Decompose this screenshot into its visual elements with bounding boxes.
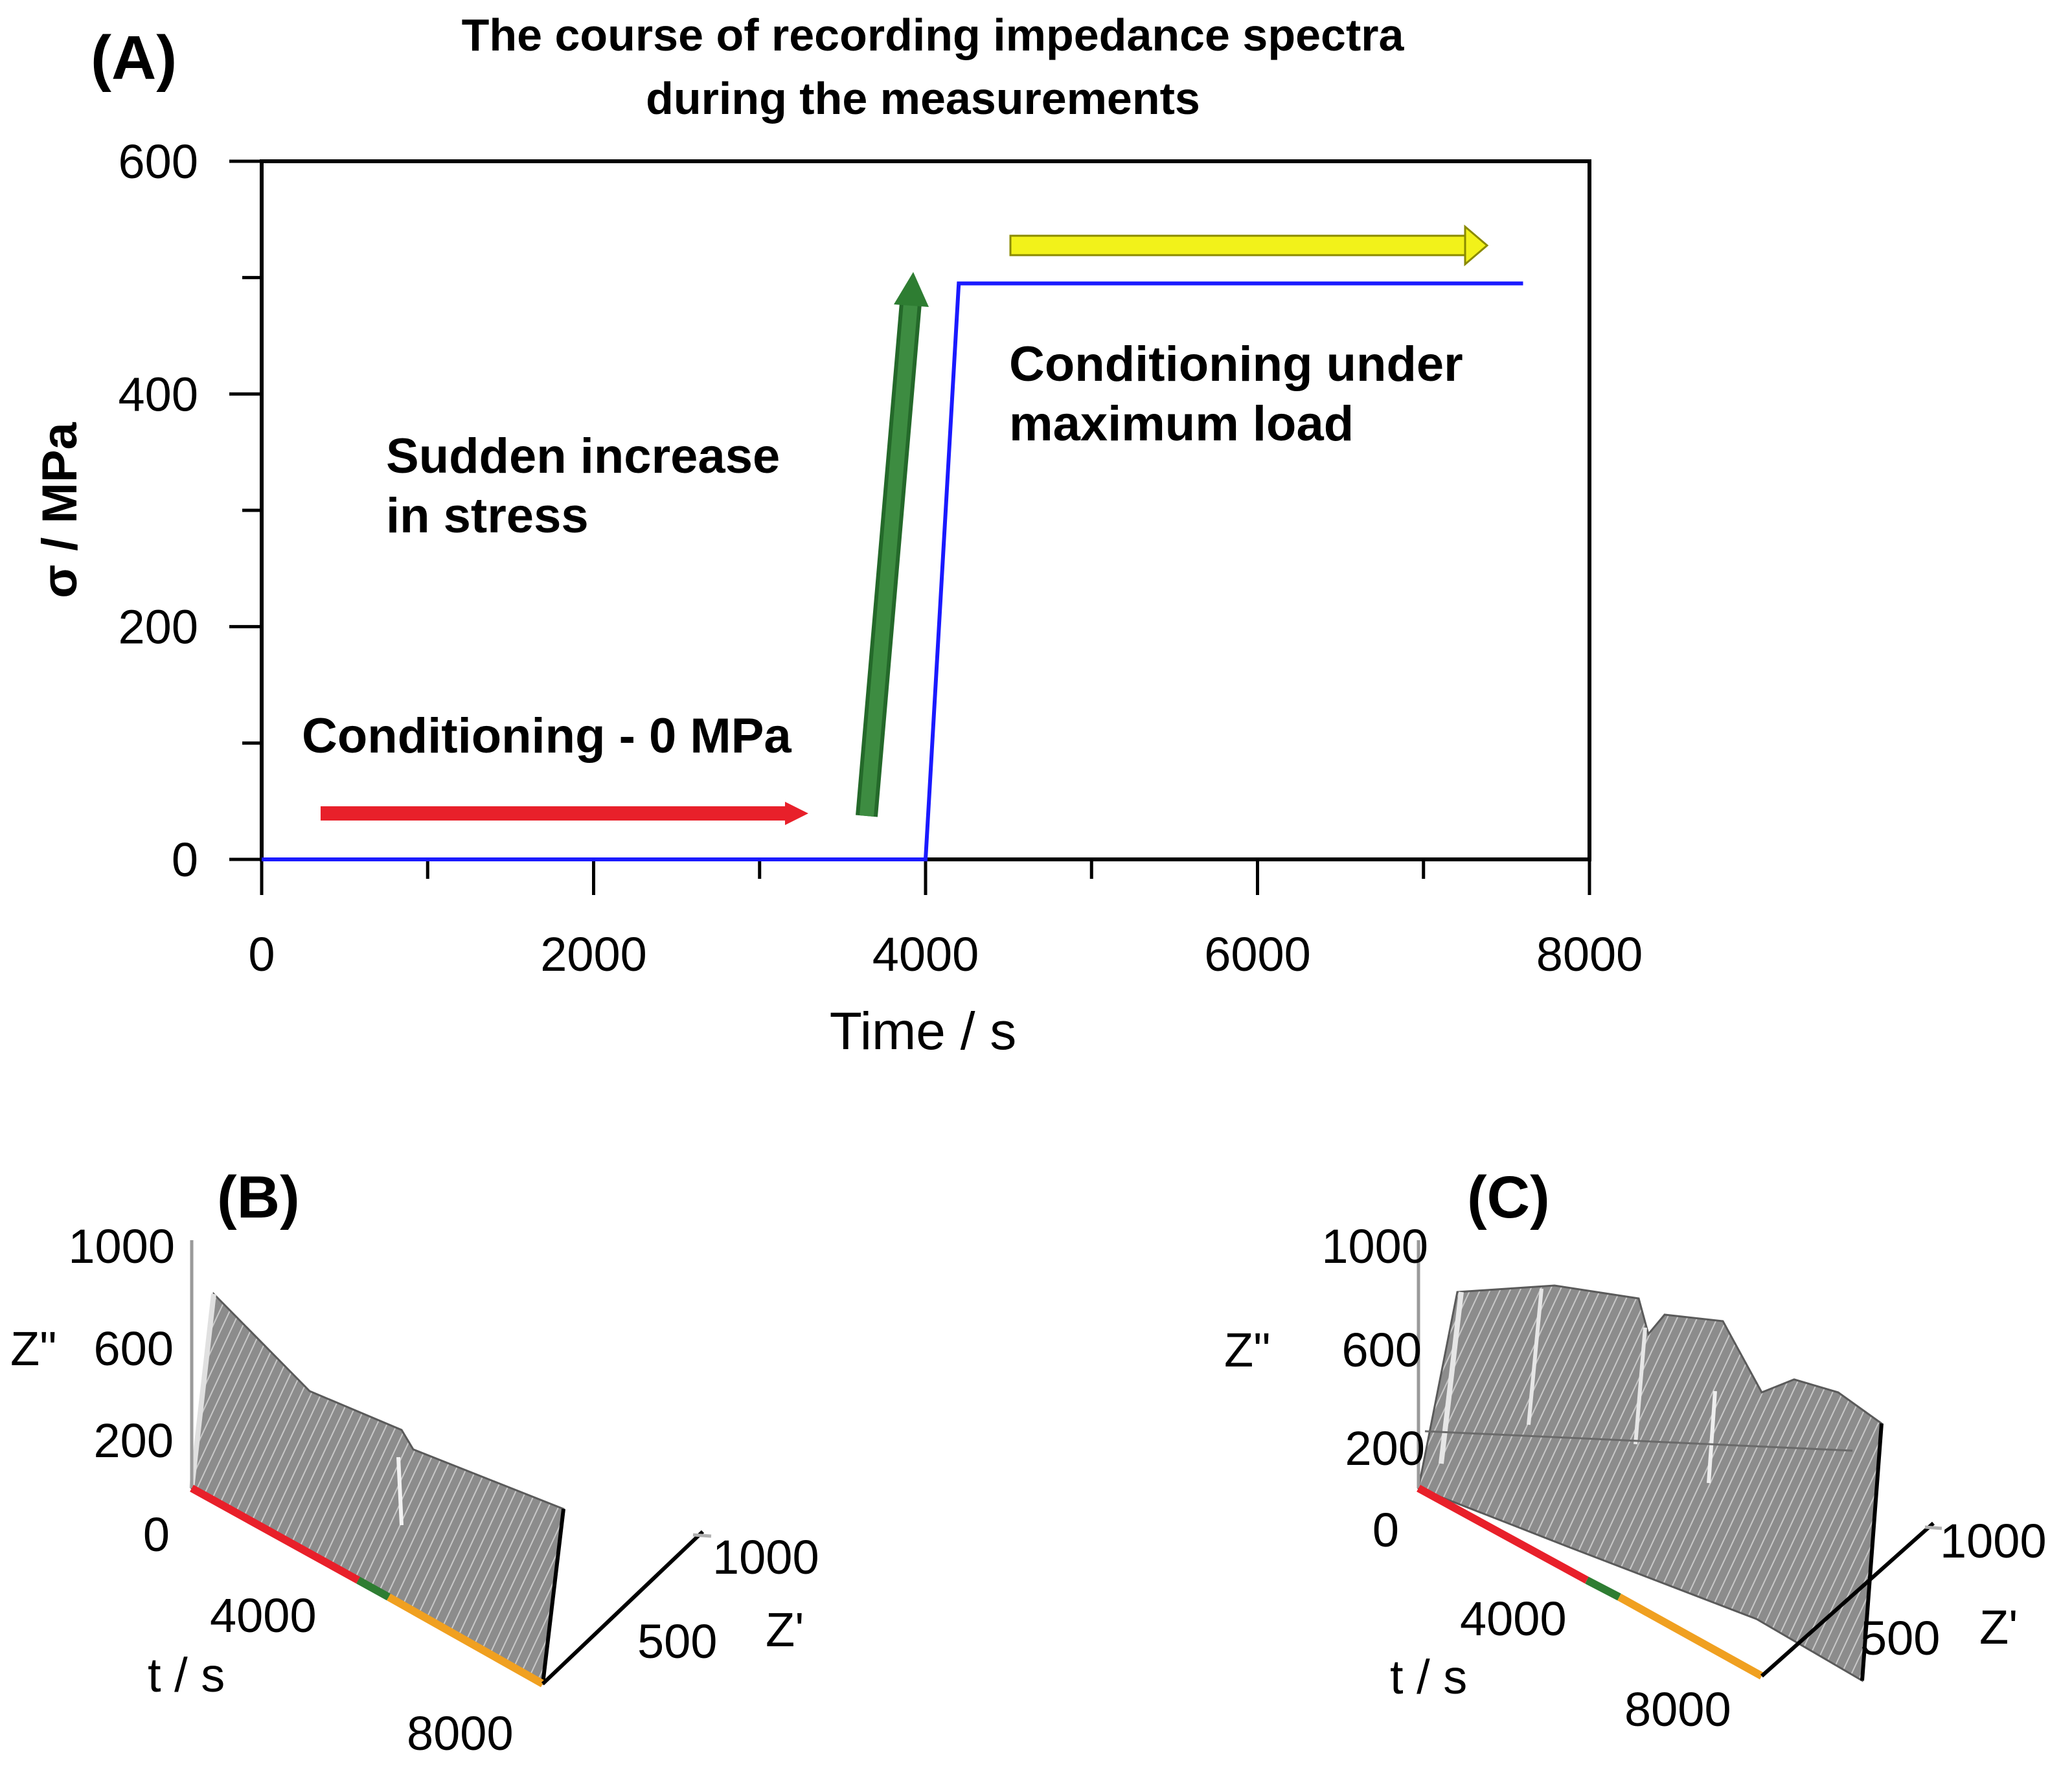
annotation-conditioning-zero: Conditioning - 0 MPa bbox=[302, 708, 791, 764]
panel-c-zprime-axis-label: Z' bbox=[1979, 1600, 2018, 1654]
panel-b-t-axis-maxload bbox=[387, 1593, 545, 1688]
panel-c-zprime-axis bbox=[1760, 1521, 1935, 1678]
y-tick-label-400: 400 bbox=[119, 367, 198, 421]
panel-b-t-axis-sudden bbox=[356, 1576, 391, 1601]
annotation-max-line2: maximum load bbox=[1009, 396, 1354, 451]
y-tick-label-0: 0 bbox=[172, 833, 198, 887]
x-tick-label-8000: 8000 bbox=[1536, 927, 1643, 981]
panel-c-label: (C) bbox=[1467, 1164, 1550, 1230]
arrow-sudden-increase bbox=[856, 272, 929, 817]
x-tick-label-2000: 2000 bbox=[540, 927, 647, 981]
panel-a: (A) The course of recording impedance sp… bbox=[32, 10, 1643, 1061]
panel-c-t-tick-4000: 4000 bbox=[1460, 1592, 1567, 1646]
panel-c-zprime-tick-500: 500 bbox=[1860, 1611, 1940, 1665]
panel-a-label: (A) bbox=[91, 23, 177, 93]
x-tick-label-0: 0 bbox=[248, 927, 275, 981]
panel-b-label: (B) bbox=[217, 1164, 300, 1230]
panel-c-surface-plot bbox=[1417, 1240, 1942, 1683]
annotation-sudden-line1: Sudden increase bbox=[386, 429, 780, 484]
panel-b-zprime-axis bbox=[541, 1530, 705, 1686]
panel-c-z-axis-label: Z" bbox=[1224, 1323, 1270, 1377]
panel-c-z-tick-600: 600 bbox=[1342, 1323, 1422, 1377]
panel-b-z-tick-0: 0 bbox=[143, 1508, 170, 1561]
panel-b: (B) 1000 Z" 600 200 0 4000 t / s 8000 10… bbox=[10, 1164, 819, 1760]
panel-c: (C) 1000 Z" 600 200 0 4000 t / s 8000 10… bbox=[1224, 1164, 2047, 1736]
chart-title-line2: during the measurements bbox=[646, 73, 1200, 124]
panel-b-zprime-axis-label: Z' bbox=[766, 1603, 804, 1657]
panel-c-z-tick-0: 0 bbox=[1372, 1503, 1399, 1557]
panel-c-t-axis-sudden bbox=[1585, 1576, 1621, 1601]
panel-b-zprime-tick-500: 500 bbox=[637, 1615, 717, 1668]
arrow-conditioning-zero bbox=[321, 802, 808, 825]
arrow-maximum-load bbox=[1009, 224, 1489, 267]
panel-b-z-tick-600: 600 bbox=[94, 1322, 174, 1376]
panel-c-z-tick-1000: 1000 bbox=[1321, 1219, 1428, 1273]
panel-b-t-axis-label: t / s bbox=[148, 1648, 225, 1702]
stress-series-line bbox=[262, 281, 1523, 861]
y-tick-label-600: 600 bbox=[119, 135, 198, 188]
y-axis-label: σ / MPa bbox=[32, 422, 87, 598]
x-tick-label-4000: 4000 bbox=[872, 927, 979, 981]
panel-c-t-axis-conditioning bbox=[1417, 1484, 1589, 1584]
panel-b-t-tick-4000: 4000 bbox=[210, 1589, 317, 1642]
panel-b-t-tick-8000: 8000 bbox=[407, 1706, 514, 1760]
panel-b-z-tick-1000: 1000 bbox=[68, 1219, 175, 1273]
panel-b-z-tick-200: 200 bbox=[94, 1414, 174, 1468]
panel-c-t-tick-8000: 8000 bbox=[1624, 1683, 1731, 1736]
annotation-sudden-line2: in stress bbox=[386, 488, 589, 543]
annotation-max-line1: Conditioning under bbox=[1009, 337, 1463, 392]
panel-b-zprime-tick-1000: 1000 bbox=[712, 1530, 819, 1584]
y-tick-label-200: 200 bbox=[119, 600, 198, 654]
axis-ticks bbox=[229, 159, 1591, 895]
x-tick-label-6000: 6000 bbox=[1204, 927, 1311, 981]
panel-c-zprime-tick-1000: 1000 bbox=[1940, 1514, 2047, 1568]
panel-c-t-axis-label: t / s bbox=[1390, 1650, 1467, 1704]
x-axis-label: Time / s bbox=[830, 1002, 1017, 1061]
axis-tick-labels: 0 2000 4000 6000 8000 0 200 400 600 bbox=[119, 135, 1643, 981]
panel-c-z-tick-200: 200 bbox=[1345, 1422, 1425, 1475]
panel-b-t-axis-conditioning bbox=[190, 1484, 360, 1584]
panel-b-surface-plot bbox=[189, 1240, 712, 1688]
panel-b-z-axis-label: Z" bbox=[10, 1322, 56, 1376]
chart-title-line1: The course of recording impedance spectr… bbox=[462, 10, 1405, 60]
panel-c-t-axis-maxload bbox=[1617, 1593, 1764, 1680]
